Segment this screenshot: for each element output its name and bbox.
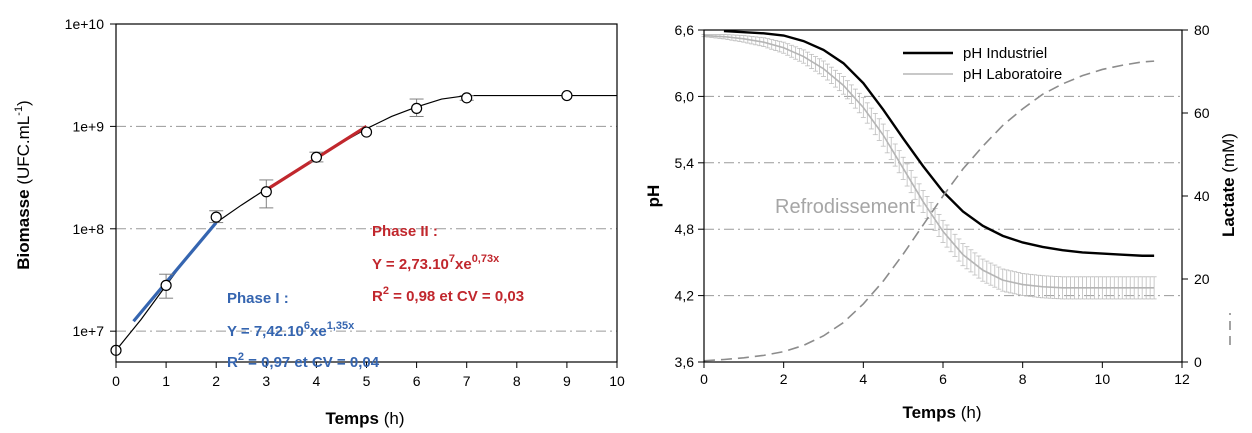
biomass-y-ticks: 1e+7 1e+8 1e+9 1e+10 bbox=[65, 16, 116, 339]
y-tick-label: 1e+8 bbox=[72, 221, 104, 237]
x-tick-label: 6 bbox=[939, 371, 947, 387]
x-tick-label: 10 bbox=[1095, 371, 1111, 387]
x-tick-label: 5 bbox=[363, 373, 371, 389]
y-tick-label: 4,8 bbox=[675, 221, 695, 237]
phase2-title: Phase II : bbox=[372, 223, 438, 240]
ph-lactate-chart: 0 2 4 6 8 10 12 3,6 4,2 4,8 5,4 6,0 6,6 0 20 40 60 80 R… bbox=[644, 22, 1238, 422]
data-point bbox=[160, 279, 172, 291]
biomass-y-axis-label: Biomasse (UFC.mL-1) bbox=[13, 100, 33, 269]
y-tick-label: 3,6 bbox=[675, 354, 695, 370]
biomass-chart: 0 1 2 3 4 5 6 7 8 9 10 1e+7 1e+8 1e+9 1e+10 Temps (h)… bbox=[13, 16, 625, 428]
y2-tick-label: 80 bbox=[1194, 22, 1210, 38]
x-tick-label: 0 bbox=[112, 373, 120, 389]
data-point bbox=[561, 89, 573, 102]
ph-x-axis-label: Temps (h) bbox=[902, 403, 981, 422]
x-tick-label: 7 bbox=[463, 373, 471, 389]
y-tick-label: 4,2 bbox=[675, 288, 695, 304]
svg-text:Lactate (mM): Lactate (mM) bbox=[1219, 133, 1238, 237]
phase1-fit-line bbox=[132, 221, 218, 323]
y2-tick-label: 40 bbox=[1194, 188, 1210, 204]
x-tick-label: 2 bbox=[212, 373, 220, 389]
x-tick-label: 8 bbox=[513, 373, 521, 389]
ph-series-lines bbox=[703, 29, 1155, 362]
y2-tick-label: 60 bbox=[1194, 105, 1210, 121]
x-tick-label: 9 bbox=[563, 373, 571, 389]
x-tick-label: 4 bbox=[313, 373, 321, 389]
data-point bbox=[360, 126, 373, 138]
x-tick-label: 2 bbox=[780, 371, 788, 387]
y2-tick-label: 20 bbox=[1194, 271, 1210, 287]
ph-x-ticks: 0 2 4 6 8 10 12 bbox=[700, 362, 1190, 387]
phase2-annotation: Phase II : Y = 2,73.107xe0,73x R2 = 0,98… bbox=[372, 223, 524, 305]
x-tick-label: 10 bbox=[609, 373, 625, 389]
data-point bbox=[210, 211, 222, 223]
x-tick-label: 6 bbox=[413, 373, 421, 389]
legend-label-ph-laboratoire: pH Laboratoire bbox=[963, 66, 1062, 83]
x-tick-label: 8 bbox=[1019, 371, 1027, 387]
lactate-right-y-ticks: 0 20 40 60 80 bbox=[1182, 22, 1210, 370]
biomass-plot-frame bbox=[115, 23, 618, 363]
series-line-lactate bbox=[703, 60, 1155, 362]
phase2-r2: R2 = 0,98 et CV = 0,03 bbox=[372, 285, 524, 305]
phase1-title: Phase I : bbox=[227, 290, 289, 307]
x-tick-label: 0 bbox=[700, 371, 708, 387]
series-line-ph-laboratoire bbox=[703, 34, 1155, 289]
biomass-gridlines bbox=[116, 125, 617, 332]
x-tick-label: 1 bbox=[162, 373, 170, 389]
lactate-y-axis-label: Lactate (mM) bbox=[1219, 133, 1238, 345]
y-tick-label: 5,4 bbox=[675, 155, 695, 171]
legend-label-ph-industriel: pH Industriel bbox=[963, 45, 1047, 62]
data-point bbox=[310, 151, 322, 163]
x-tick-label: 3 bbox=[262, 373, 270, 389]
phase1-annotation: Phase I : Y = 7,42.106xe1,35x R2 = 0,97 … bbox=[227, 290, 380, 371]
biomass-x-ticks: 0 1 2 3 4 5 6 7 8 9 10 bbox=[112, 362, 625, 389]
biomass-points bbox=[110, 89, 573, 356]
ph-legend: pH Industriel pH Laboratoire bbox=[903, 45, 1062, 83]
ph-y-axis-label: pH bbox=[644, 185, 663, 208]
data-point bbox=[411, 102, 423, 114]
x-tick-label: 12 bbox=[1174, 371, 1190, 387]
series-line-ph-industriel bbox=[723, 29, 1155, 257]
y2-tick-label: 0 bbox=[1194, 354, 1202, 370]
y-tick-label: 1e+10 bbox=[65, 16, 105, 32]
ph-left-y-ticks: 3,6 4,2 4,8 5,4 6,0 6,6 bbox=[675, 22, 704, 370]
y-tick-label: 6,0 bbox=[675, 88, 695, 104]
x-tick-label: 4 bbox=[859, 371, 867, 387]
phase2-equation: Y = 2,73.107xe0,73x bbox=[372, 253, 500, 273]
y-tick-label: 1e+9 bbox=[72, 118, 104, 134]
phase1-equation: Y = 7,42.106xe1,35x bbox=[227, 320, 355, 340]
phase1-r2: R2 = 0,97 et CV = 0,04 bbox=[227, 351, 380, 371]
y-tick-label: 6,6 bbox=[675, 22, 695, 38]
y-tick-label: 1e+7 bbox=[72, 323, 104, 339]
data-point bbox=[260, 186, 272, 198]
refroidissement-annotation: Refrodissement bbox=[775, 196, 916, 218]
biomass-x-axis-label: Temps (h) bbox=[325, 409, 404, 428]
data-point bbox=[461, 92, 473, 104]
